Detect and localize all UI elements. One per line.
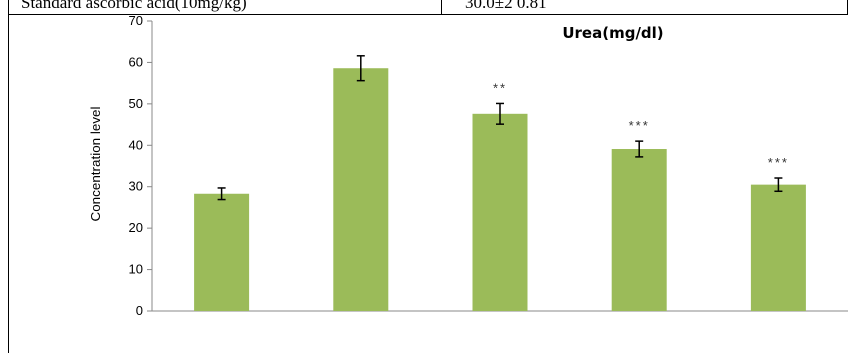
error-bar — [635, 140, 644, 158]
table-fragment: Standard ascorbic acid(10mg/kg) 30.0±2 0… — [8, 0, 848, 15]
y-tick-label: 70 — [129, 13, 143, 28]
bar — [611, 149, 667, 311]
bar — [750, 184, 806, 311]
error-bar — [217, 187, 226, 201]
table-divider — [441, 0, 442, 14]
annotations-group: ******** — [493, 80, 789, 170]
y-tick-label: 60 — [129, 54, 143, 69]
y-tick-label: 30 — [129, 179, 143, 194]
y-tick-label: 20 — [129, 220, 143, 235]
significance-marker: *** — [629, 118, 650, 133]
y-axis-label: Concentration level — [88, 106, 103, 221]
error-bars-group — [217, 55, 783, 201]
y-tick-label: 40 — [129, 137, 143, 152]
y-tick-label: 10 — [129, 262, 143, 277]
bar — [194, 193, 250, 311]
table-cell-label: Standard ascorbic acid(10mg/kg) — [21, 0, 247, 12]
y-axis-ticks: 0 10 20 30 40 50 60 70 — [129, 13, 152, 318]
error-bar — [356, 55, 365, 82]
bar — [333, 68, 389, 311]
y-tick-label: 50 — [129, 96, 143, 111]
bar — [472, 113, 528, 311]
significance-marker: *** — [768, 155, 789, 170]
bars-group — [194, 68, 806, 311]
figure-border — [8, 14, 9, 353]
error-bar — [496, 102, 504, 125]
error-bar — [774, 177, 783, 193]
chart-title: Urea(mg/dl) — [562, 24, 663, 42]
y-tick-label: 0 — [136, 303, 143, 318]
table-cell-value: 30.0±2 0.81 — [465, 0, 547, 12]
significance-marker: ** — [493, 80, 507, 95]
